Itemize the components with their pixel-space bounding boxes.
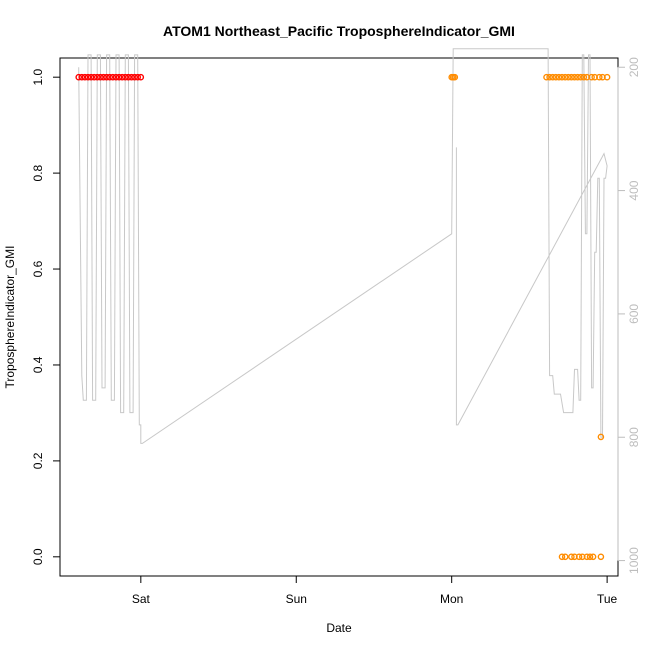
data-point-s1-30 xyxy=(589,553,597,561)
x-tick-label-0: Sat xyxy=(132,592,151,606)
data-point-s0-18 xyxy=(131,73,138,81)
plot-area xyxy=(59,48,619,577)
data-point-s1-19 xyxy=(596,73,603,81)
data-point-s1-4 xyxy=(546,73,553,81)
y-tick-label-3: 0.6 xyxy=(31,260,45,277)
data-point-s0-7 xyxy=(97,73,104,81)
data-point-s0-6 xyxy=(94,73,101,81)
points-layer xyxy=(75,73,611,561)
plot-frame xyxy=(59,57,619,577)
data-point-s0-12 xyxy=(112,73,120,81)
data-point-s0-2 xyxy=(81,73,89,81)
y-tick-label-2: 0.4 xyxy=(31,356,45,373)
x-axis: Sat Sun Mon Tue xyxy=(132,575,618,606)
data-point-s1-9 xyxy=(561,73,569,81)
y-axis: 0.0 0.2 0.4 0.6 0.8 1.0 xyxy=(31,69,61,565)
x-tick-label-1: Sun xyxy=(286,592,307,606)
data-point-s1-31 xyxy=(597,553,605,561)
data-point-s1-15 xyxy=(580,73,588,81)
data-point-s1-2 xyxy=(451,73,459,81)
data-point-s0-0 xyxy=(75,73,82,81)
data-point-s0-14 xyxy=(118,73,126,81)
data-point-s0-10 xyxy=(106,73,113,81)
data-point-s0-9 xyxy=(103,73,110,81)
y-right-tick-label-3: 800 xyxy=(627,427,641,447)
y-tick-label-4: 0.8 xyxy=(31,164,45,181)
data-point-s0-3 xyxy=(84,73,92,81)
y-right-tick-label-2: 600 xyxy=(627,304,641,324)
secondary-line-layer xyxy=(78,48,608,444)
data-point-s0-1 xyxy=(78,73,86,81)
data-point-s1-12 xyxy=(571,73,578,81)
data-point-s1-22 xyxy=(558,553,566,561)
data-point-s1-29 xyxy=(586,553,594,561)
x-tick-label-3: Tue xyxy=(597,592,618,606)
y-axis-right: 200 400 600 800 1000 xyxy=(617,57,641,574)
y-tick-label-0: 0.0 xyxy=(31,548,45,565)
data-point-s1-8 xyxy=(558,73,566,81)
data-point-s0-13 xyxy=(115,73,123,81)
data-point-s0-8 xyxy=(100,73,107,81)
data-point-s0-20 xyxy=(137,73,145,81)
secondary-series-line xyxy=(78,48,608,444)
data-point-s1-11 xyxy=(568,73,575,81)
data-point-s1-28 xyxy=(583,553,591,561)
data-point-s1-5 xyxy=(549,73,557,81)
data-point-s0-11 xyxy=(109,73,117,81)
y-tick-label-1: 0.2 xyxy=(31,452,45,469)
data-point-s1-26 xyxy=(575,553,583,561)
data-point-s1-6 xyxy=(552,73,560,81)
data-point-s1-13 xyxy=(574,73,581,81)
data-point-s1-10 xyxy=(565,73,572,81)
data-point-s1-32 xyxy=(597,433,605,441)
data-point-s0-5 xyxy=(90,73,98,81)
data-point-s1-23 xyxy=(561,553,569,561)
data-point-s1-24 xyxy=(568,553,575,561)
y-tick-label-5: 1.0 xyxy=(31,69,45,86)
chart-title: ATOM1 Northeast_Pacific TroposphereIndic… xyxy=(163,23,515,39)
data-point-s1-17 xyxy=(588,73,595,81)
y-right-tick-label-4: 1000 xyxy=(627,547,641,574)
data-point-s0-15 xyxy=(122,73,129,81)
data-point-s1-14 xyxy=(577,73,585,81)
data-point-s0-4 xyxy=(87,73,95,81)
y-axis-label: TroposphereIndicator_GMI xyxy=(3,246,17,389)
data-point-s0-17 xyxy=(128,73,135,81)
x-axis-label: Date xyxy=(326,621,352,635)
data-point-s1-21 xyxy=(603,73,611,81)
y-right-tick-label-1: 400 xyxy=(627,180,641,200)
data-point-s0-16 xyxy=(125,73,132,81)
data-point-s1-3 xyxy=(543,73,550,81)
x-tick-label-2: Mon xyxy=(440,592,463,606)
y-right-tick-label-0: 200 xyxy=(627,57,641,77)
data-point-s1-7 xyxy=(555,73,563,81)
data-point-s0-19 xyxy=(134,73,141,81)
